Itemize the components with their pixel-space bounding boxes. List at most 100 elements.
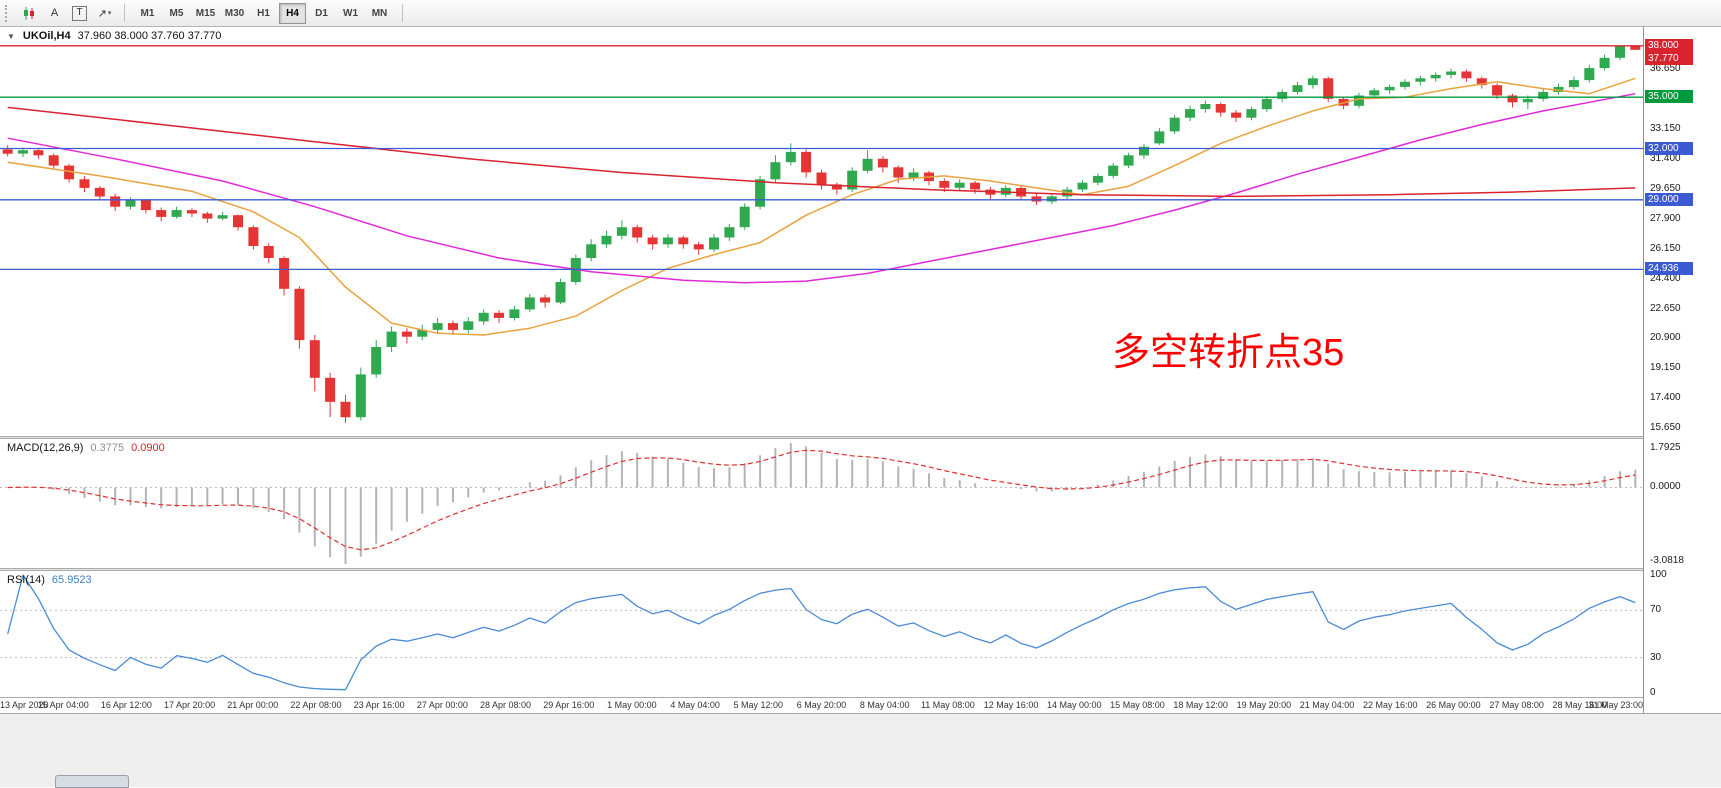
tf-button-M5[interactable]: M5 <box>169 7 184 19</box>
candle <box>125 197 136 210</box>
chart-mode-button[interactable] <box>18 2 41 24</box>
tf-button-M1[interactable]: M1 <box>140 7 155 19</box>
text-tool-button[interactable]: T <box>68 2 91 24</box>
time-label: 21 May 04:00 <box>1299 700 1355 710</box>
rsi-header: RSI(14) 65.9523 <box>7 574 92 586</box>
candle <box>340 394 351 423</box>
candle <box>64 163 75 183</box>
price-tick-label: 31.400 <box>1650 152 1681 164</box>
candle <box>739 203 750 230</box>
toolbar-separator <box>402 4 403 22</box>
candlestick-chart-icon <box>24 6 34 20</box>
collapse-triangle-icon[interactable]: ▼ <box>7 32 15 41</box>
candle <box>1353 92 1364 109</box>
candle <box>355 367 366 421</box>
candle <box>1139 144 1149 159</box>
tf-button-W1[interactable]: W1 <box>343 7 358 19</box>
main-chart-canvas[interactable] <box>0 27 1643 436</box>
candle <box>263 243 274 264</box>
candle <box>294 286 305 349</box>
candle <box>1384 84 1395 94</box>
candle <box>309 335 320 392</box>
candle <box>1538 88 1549 102</box>
candle <box>662 234 673 248</box>
tf-button-H1[interactable]: H1 <box>257 7 270 19</box>
time-label: 31 May 23:00 <box>1588 700 1643 710</box>
arrow-tools-button[interactable]: ↗ ▾ <box>93 2 116 24</box>
candle <box>1185 105 1195 122</box>
toolbar-grip[interactable] <box>5 4 11 22</box>
panel-divider[interactable] <box>0 436 1721 439</box>
time-label: 5 May 12:00 <box>733 700 784 710</box>
candle <box>110 193 121 211</box>
macd-scale-min: -3.0818 <box>1650 555 1684 566</box>
time-label: 22 May 16:00 <box>1362 700 1418 710</box>
candle <box>647 234 658 250</box>
time-label: 8 May 04:00 <box>859 700 910 710</box>
panel-divider[interactable] <box>0 568 1721 571</box>
candle <box>478 309 489 325</box>
macd-value-signal: 0.0900 <box>131 442 165 454</box>
tf-button-MN[interactable]: MN <box>371 7 388 19</box>
macd-canvas[interactable] <box>0 439 1643 568</box>
candle <box>18 147 28 158</box>
ma-slow-red[interactable] <box>7 106 1636 198</box>
candle <box>94 186 105 200</box>
macd-label: MACD(12,26,9) <box>7 442 84 454</box>
time-label: 6 May 20:00 <box>796 700 847 710</box>
price-line-label: 37.770 <box>1645 51 1693 65</box>
candle <box>1584 64 1595 83</box>
candle <box>1492 83 1503 99</box>
time-label: 19 May 20:00 <box>1236 700 1292 710</box>
candle <box>417 324 428 341</box>
price-scale[interactable]: 36.650 33.150 31.400 29.650 27.900 26.150 24.4… <box>1643 27 1721 713</box>
time-label: 4 May 04:00 <box>670 700 720 710</box>
price-tick-label: 36.650 <box>1650 62 1681 74</box>
macd-scale-max: 1.7925 <box>1650 442 1681 453</box>
time-label: 26 May 00:00 <box>1426 700 1481 710</box>
bottom-tab[interactable] <box>55 775 129 788</box>
tf-button-M30[interactable]: M30 <box>224 7 245 19</box>
time-axis[interactable]: 13 Apr 2020 15 Apr 04:00 16 Apr 12:00 17 Ap… <box>0 697 1643 713</box>
tf-button-M15[interactable]: M15 <box>195 7 216 19</box>
candle <box>233 214 243 231</box>
price-tick-label: 29.650 <box>1650 182 1681 194</box>
candle <box>586 239 597 262</box>
macd-signal-line <box>7 449 1636 551</box>
rsi-canvas[interactable] <box>0 571 1643 697</box>
price-tick-label: 15.650 <box>1650 422 1681 434</box>
symbol-period-label: UKOil,H4 <box>22 30 71 42</box>
candle <box>1599 54 1610 71</box>
price-tick-label: 27.900 <box>1650 212 1681 224</box>
candle <box>1400 79 1410 90</box>
candle <box>156 207 167 222</box>
ma-fast-orange[interactable] <box>7 77 1636 336</box>
candle <box>601 230 612 248</box>
price-tick-label: 22.650 <box>1650 302 1681 314</box>
candle <box>693 241 704 255</box>
time-label: 28 Apr 08:00 <box>480 700 532 710</box>
ma-mid-magenta[interactable] <box>7 92 1636 284</box>
time-label: 13 Apr 2020 <box>0 700 49 710</box>
rsi-scale-label: 70 <box>1650 604 1662 616</box>
candle <box>555 278 566 305</box>
price-line-label: 24.936 <box>1645 262 1693 276</box>
candle <box>540 294 551 308</box>
candle <box>954 179 965 191</box>
candle <box>2 145 13 157</box>
candle <box>1092 173 1103 186</box>
candle <box>801 149 812 178</box>
timeframe-button-group: M1 M5 M15 M30 H1 H4 D1 W1 MN <box>133 2 394 24</box>
price-line-label: 35.000 <box>1645 90 1693 104</box>
candle <box>1415 75 1426 86</box>
candle <box>1277 89 1288 103</box>
chart-annotation-text[interactable]: 多空转折点35 <box>1112 332 1345 374</box>
tf-button-D1[interactable]: D1 <box>315 7 328 19</box>
time-label: 17 Apr 20:00 <box>164 700 216 710</box>
cursor-a-button[interactable]: A <box>43 2 66 24</box>
candle <box>202 211 213 223</box>
candle <box>279 256 290 296</box>
tf-button-H4[interactable]: H4 <box>279 2 306 24</box>
candle <box>847 167 858 193</box>
